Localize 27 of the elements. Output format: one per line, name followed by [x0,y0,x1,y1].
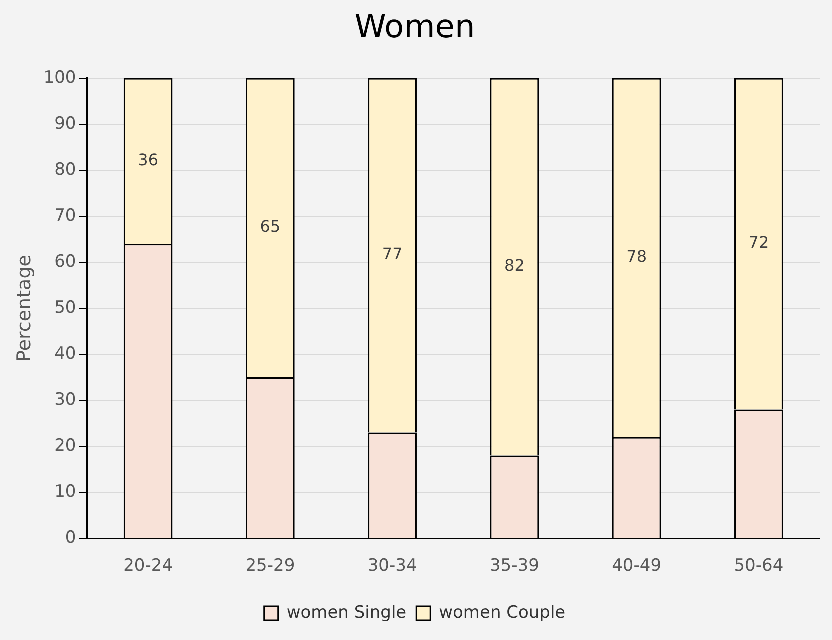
legend-label: women Single [286,602,407,623]
y-tick-label: 0 [65,528,76,548]
x-tick-label: 25-29 [246,556,296,576]
y-tick-label: 30 [54,390,76,410]
y-tick-label: 80 [54,160,76,180]
y-tick-label: 50 [54,298,76,318]
x-tick-label: 20-24 [124,556,174,576]
x-tick-label: 40-49 [612,556,662,576]
y-tick-label: 60 [54,252,76,272]
y-tick-label: 20 [54,436,76,456]
y-axis-title: Percentage [13,255,36,362]
x-tick-label: 35-39 [490,556,540,576]
y-tick-label: 10 [54,482,76,502]
data-label: 78 [626,247,647,266]
y-tick-label: 40 [54,344,76,364]
chart-title: Women [354,8,476,46]
data-label: 82 [504,256,525,276]
x-tick-label: 30-34 [368,556,418,576]
data-label: 72 [748,233,770,252]
data-label: 77 [382,244,403,264]
y-tick-label: 70 [54,206,76,226]
x-tick-label: 50-64 [734,556,784,576]
legend-label: women Couple [439,602,566,623]
data-label: 65 [260,217,281,236]
data-label: 36 [138,150,158,170]
y-tick-label: 100 [44,68,76,88]
y-tick-label: 90 [54,114,76,134]
